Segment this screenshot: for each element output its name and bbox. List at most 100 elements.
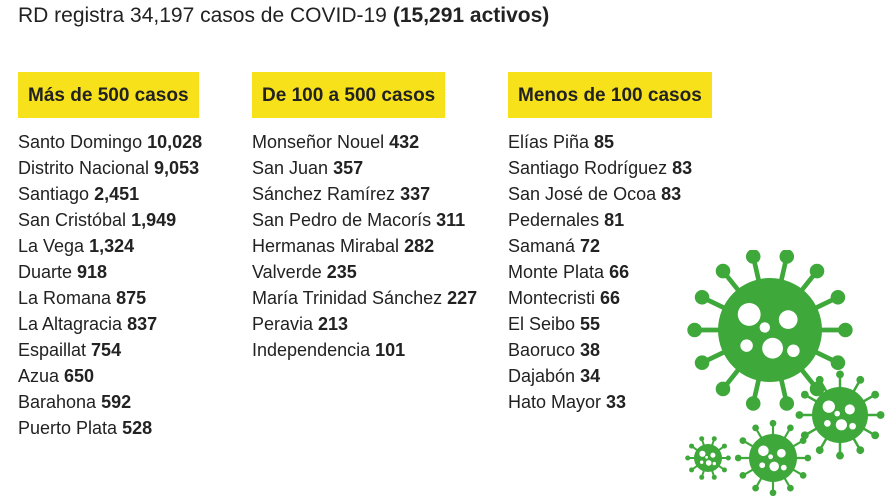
case-count: 282	[404, 236, 435, 256]
virus-part	[871, 431, 880, 440]
virus-part	[799, 472, 807, 479]
list-item: Peravia 213	[252, 311, 477, 337]
province-name: Puerto Plata	[18, 418, 118, 438]
list-item: Santo Domingo 10,028	[18, 129, 202, 155]
case-count: 55	[580, 314, 601, 334]
virus-part	[689, 443, 695, 449]
virus-illustration	[685, 250, 885, 497]
province-name: Dajabón	[508, 366, 576, 386]
virus-part	[804, 454, 812, 462]
virus-part	[734, 454, 742, 462]
list-item: San Juan 357	[252, 155, 477, 181]
case-count: 101	[375, 340, 406, 360]
province-name: Distrito Nacional	[18, 158, 150, 178]
case-count: 66	[600, 288, 621, 308]
list-item: Santiago 2,451	[18, 181, 202, 207]
case-count: 38	[580, 340, 601, 360]
virus-part	[856, 446, 865, 455]
virus-part	[710, 452, 716, 458]
virus-part	[699, 474, 705, 480]
list-item: Azua 650	[18, 363, 202, 389]
case-count: 33	[606, 392, 627, 412]
virus-part	[836, 451, 844, 460]
province-name: Baoruco	[508, 340, 576, 360]
virus-part	[718, 278, 822, 382]
virus-part	[749, 434, 797, 482]
virus-part	[705, 460, 712, 466]
list-item: Elías Piña 85	[508, 129, 712, 155]
virus-part	[711, 474, 717, 480]
case-count: 592	[101, 392, 132, 412]
list-item: San Cristóbal 1,949	[18, 207, 202, 233]
item-list: Santo Domingo 10,028 Distrito Nacional 9,05…	[18, 129, 202, 441]
virus-part	[856, 375, 865, 384]
list-item: Hato Mayor 33	[508, 389, 712, 415]
virus-part	[844, 404, 855, 415]
title-bold: (15,291 activos)	[392, 4, 550, 27]
virus-part	[699, 450, 706, 457]
virus-part	[871, 390, 880, 399]
list-item: Duarte 918	[18, 259, 202, 285]
virus-part	[838, 322, 853, 338]
virus-part	[712, 461, 716, 466]
province-name: María Trinidad Sánchez	[252, 288, 443, 308]
virus-part	[694, 444, 722, 472]
column: Más de 500 casos Santo Domingo 10,028 Distr…	[18, 72, 202, 441]
case-count: 227	[447, 288, 478, 308]
virus-part	[834, 410, 840, 417]
province-name: San Pedro de Macorís	[252, 210, 432, 230]
case-count: 10,028	[147, 132, 203, 152]
province-name: La Romana	[18, 288, 112, 308]
list-item: Pedernales 81	[508, 207, 712, 233]
virus-part	[779, 396, 795, 411]
virus-part	[779, 250, 795, 264]
virus-part	[795, 411, 804, 419]
virus-part	[809, 381, 825, 397]
virus-part	[739, 437, 747, 444]
virus-part	[745, 396, 761, 411]
case-count: 66	[609, 262, 630, 282]
province-name: La Vega	[18, 236, 85, 256]
virus-part	[799, 437, 807, 444]
list-item: La Romana 875	[18, 285, 202, 311]
province-name: San José de Ocoa	[508, 184, 657, 204]
virus-part	[752, 484, 759, 492]
virus-part	[830, 290, 846, 305]
virus-part	[815, 446, 824, 455]
column: Menos de 100 casos Elías Piña 85 Santiago R…	[508, 72, 712, 415]
virus-part	[758, 445, 769, 457]
virus-part	[768, 454, 773, 460]
virus-part	[835, 419, 847, 431]
province-name: San Cristóbal	[18, 210, 127, 230]
virus-part	[780, 464, 787, 471]
column-header: Más de 500 casos	[18, 72, 199, 118]
province-name: Santiago	[18, 184, 90, 204]
province-name: Samaná	[508, 236, 576, 256]
column-header: Menos de 100 casos	[508, 72, 712, 118]
list-item: El Seibo 55	[508, 311, 712, 337]
case-count: 754	[91, 340, 122, 360]
item-list: Monseñor Nouel 432 San Juan 357 Sánchez Ramí…	[252, 129, 477, 363]
province-name: Elías Piña	[508, 132, 590, 152]
virus-part	[787, 424, 794, 432]
list-item: Espaillat 754	[18, 337, 202, 363]
virus-part	[687, 322, 702, 338]
province-name: Hermanas Mirabal	[252, 236, 400, 256]
case-count: 72	[580, 236, 601, 256]
virus-part	[824, 420, 831, 427]
virus-part	[762, 337, 783, 359]
case-count: 85	[594, 132, 615, 152]
list-item: Monseñor Nouel 432	[252, 129, 477, 155]
list-item: Santiago Rodríguez 83	[508, 155, 712, 181]
province-name: San Juan	[252, 158, 329, 178]
province-name: Azua	[18, 366, 60, 386]
case-count: 357	[333, 158, 364, 178]
column-header: De 100 a 500 casos	[252, 72, 446, 118]
virus-part	[778, 310, 798, 329]
province-name: Monte Plata	[508, 262, 605, 282]
case-count: 875	[116, 288, 147, 308]
virus-part	[759, 462, 766, 469]
virus-part	[699, 436, 705, 442]
item-list: Elías Piña 85 Santiago Rodríguez 83 San José…	[508, 129, 712, 415]
